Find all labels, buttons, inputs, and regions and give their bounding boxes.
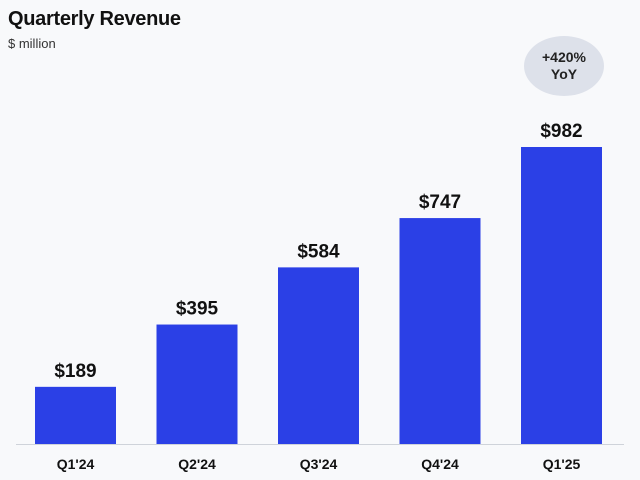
bar-value-label-4: $982 (540, 121, 582, 142)
x-tick-label-4: Q1'25 (543, 456, 581, 472)
yoy-growth-badge: +420% YoY (524, 36, 604, 96)
bar-1 (156, 324, 238, 444)
bar-value-label-1: $395 (176, 299, 219, 320)
bar-3 (399, 218, 481, 444)
bar-2 (278, 267, 359, 444)
bar-value-label-2: $584 (297, 241, 340, 262)
chart-title: Quarterly Revenue (8, 8, 181, 30)
bar-value-label-3: $747 (419, 192, 461, 213)
x-tick-label-1: Q2'24 (178, 456, 216, 472)
bar-4 (521, 147, 602, 444)
bar-value-label-0: $189 (54, 361, 96, 382)
yoy-growth-value: +420% (542, 49, 586, 65)
chart-subtitle: $ million (8, 36, 56, 51)
x-tick-label-0: Q1'24 (57, 456, 95, 472)
bar-0 (35, 386, 116, 444)
yoy-growth-label: YoY (550, 66, 578, 82)
x-tick-label-3: Q4'24 (421, 456, 459, 472)
x-tick-label-2: Q3'24 (300, 456, 338, 472)
